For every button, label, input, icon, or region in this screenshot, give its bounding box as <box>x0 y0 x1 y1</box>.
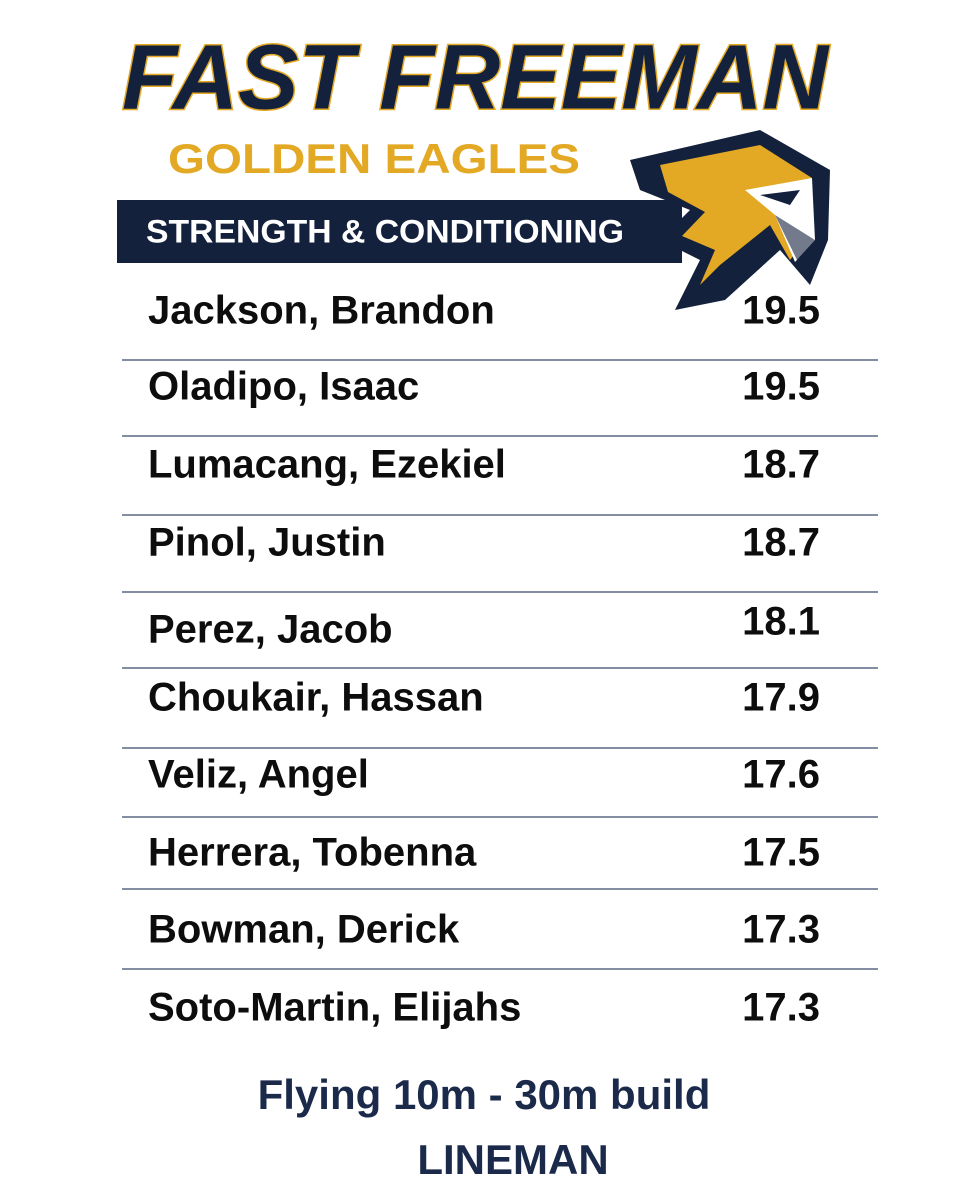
footer-line: Flying 10m - 30m build <box>258 1071 711 1118</box>
athlete-name: Bowman, Derick <box>148 908 460 952</box>
athlete-time: 17.6 <box>742 753 820 797</box>
athlete-time: 19.5 <box>742 365 820 409</box>
athlete-time: 17.3 <box>742 986 820 1030</box>
athlete-time: 19.5 <box>742 289 820 333</box>
athlete-name: Pinol, Justin <box>148 521 386 565</box>
athlete-name: Veliz, Angel <box>148 753 369 797</box>
athlete-name: Jackson, Brandon <box>148 289 495 333</box>
banner <box>117 200 682 263</box>
athlete-name: Herrera, Tobenna <box>148 831 477 875</box>
eagle-logo <box>630 130 830 310</box>
subtitle: GOLDEN EAGLES <box>168 135 580 182</box>
athlete-time: 18.1 <box>742 600 820 644</box>
athlete-time: 18.7 <box>742 521 820 565</box>
athlete-time: 17.3 <box>742 908 820 952</box>
athlete-time: 17.5 <box>742 831 820 875</box>
athlete-name: Soto-Martin, Elijahs <box>148 986 521 1030</box>
title: FAST FREEMAN <box>122 26 831 128</box>
athlete-name: Oladipo, Isaac <box>148 365 419 409</box>
athlete-time: 17.9 <box>742 676 820 720</box>
athlete-name: Choukair, Hassan <box>148 676 484 720</box>
footer-line: LINEMAN <box>417 1136 608 1183</box>
athlete-name: Lumacang, Ezekiel <box>148 443 506 487</box>
athlete-name: Perez, Jacob <box>148 608 393 652</box>
athlete-time: 18.7 <box>742 443 820 487</box>
banner-text: STRENGTH & CONDITIONING <box>146 213 624 249</box>
